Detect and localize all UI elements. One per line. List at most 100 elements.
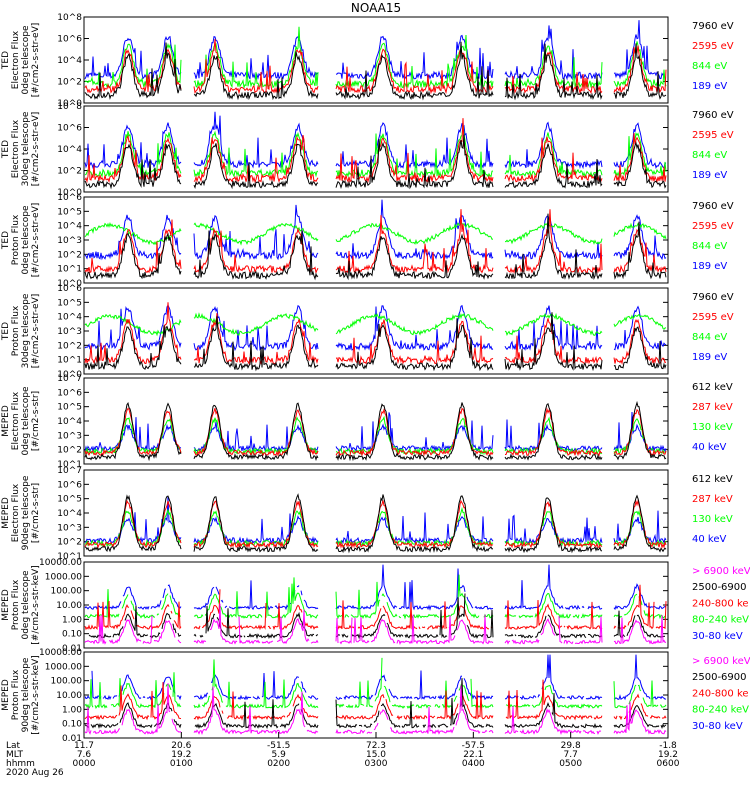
x-tick-label-hhmm: 0600 bbox=[657, 759, 680, 769]
y-tick-label: 0.10 bbox=[62, 720, 82, 730]
x-tick-label-lat: -1.8 bbox=[659, 741, 677, 751]
y-tick-label: 10^5 bbox=[57, 403, 82, 413]
y-axis-label: MEPEDProton Flux90deg telescope[#/cm2-s-… bbox=[1, 655, 41, 734]
legend-label: 80-240 keV bbox=[692, 615, 749, 626]
y-tick-label: 100.00 bbox=[51, 587, 83, 597]
y-tick-label: 10^0 bbox=[57, 279, 82, 289]
panels: 10^0 10^2 10^4 10^6 10^8 TEDElectron Flux0deg… bbox=[1, 13, 750, 744]
legend-label: 287 keV bbox=[692, 402, 733, 413]
y-tick-label: 10^2 bbox=[57, 78, 82, 88]
legend-label: 7960 eV bbox=[692, 292, 734, 303]
x-tick-label-hhmm: 0300 bbox=[365, 759, 388, 769]
legend-label: 130 keV bbox=[692, 422, 733, 433]
axis-row-label: hhmm bbox=[6, 759, 35, 769]
legend-label: 189 eV bbox=[692, 81, 727, 92]
y-tick-label: 1000.00 bbox=[45, 572, 82, 582]
x-tick-label-hhmm: 0100 bbox=[170, 759, 193, 769]
y-tick-label: 10^1 bbox=[57, 356, 82, 366]
series-line bbox=[84, 118, 667, 184]
series-line bbox=[84, 493, 667, 554]
series-line bbox=[84, 38, 667, 95]
x-tick-label-mlt: 19.2 bbox=[171, 750, 191, 760]
series-line bbox=[84, 499, 667, 550]
legend-label: 40 keV bbox=[692, 534, 726, 545]
y-tick-label: 1000.00 bbox=[45, 662, 82, 672]
legend-label: 240-800 ke bbox=[692, 689, 749, 700]
y-tick-label: 10^6 bbox=[57, 480, 82, 490]
panel-8: 0.01 0.10 1.00 10.00 100.00 1000.00 10000.00ME… bbox=[1, 648, 750, 744]
series-line bbox=[84, 20, 666, 81]
axis-row-label: MLT bbox=[6, 750, 24, 760]
y-tick-label: 10^5 bbox=[57, 298, 82, 308]
legend-label: 612 keV bbox=[692, 382, 733, 393]
x-tick-label-hhmm: 0200 bbox=[267, 759, 290, 769]
chart-title: NOAA15 bbox=[351, 1, 401, 15]
series-line bbox=[84, 411, 667, 453]
legend-label: 240-800 ke bbox=[692, 599, 749, 610]
y-tick-label: 10^6 bbox=[57, 35, 82, 45]
x-tick-label-mlt: 15.0 bbox=[366, 750, 386, 760]
legend-label: 2595 eV bbox=[692, 221, 734, 232]
y-tick-label: 10^4 bbox=[57, 145, 82, 155]
panel-4: 10^0 10^1 10^2 10^3 10^4 10^5 10^6 TEDProton Fl… bbox=[1, 284, 734, 380]
series-line bbox=[84, 134, 667, 190]
x-tick-label-mlt: 7.7 bbox=[564, 750, 578, 760]
series-line bbox=[84, 302, 667, 366]
x-tick-label-mlt: 19.2 bbox=[658, 750, 678, 760]
bottom-axis: 11.77.6000020.619.20100-51.55.9020072.31… bbox=[6, 732, 680, 778]
legend-label: 844 eV bbox=[692, 61, 727, 72]
x-tick-label-lat: -51.5 bbox=[267, 741, 290, 751]
legend-label: 7960 eV bbox=[692, 110, 734, 121]
y-tick-label: 10^4 bbox=[57, 56, 82, 66]
y-tick-label: 10^5 bbox=[57, 495, 82, 505]
y-tick-label: 10^2 bbox=[57, 446, 82, 456]
y-tick-label: 0.01 bbox=[62, 644, 82, 654]
y-tick-label: 10^1 bbox=[57, 552, 82, 562]
y-tick-label: 10^3 bbox=[57, 523, 82, 533]
legend-label: 189 eV bbox=[692, 352, 727, 363]
y-tick-label: 10.00 bbox=[56, 601, 82, 611]
series-line bbox=[84, 400, 667, 462]
legend-label: 7960 eV bbox=[692, 21, 734, 32]
y-tick-label: 1.00 bbox=[62, 705, 82, 715]
legend-label: 287 keV bbox=[692, 494, 733, 505]
series-line bbox=[84, 683, 667, 736]
series-line bbox=[84, 222, 667, 246]
panel-1: 10^0 10^2 10^4 10^6 10^8 TEDElectron Flux0deg… bbox=[1, 13, 734, 109]
y-tick-label: 10^7 bbox=[57, 466, 82, 476]
y-tick-label: 0.01 bbox=[62, 734, 82, 744]
x-tick-label-lat: 29.8 bbox=[561, 741, 581, 751]
axis-row-label: Lat bbox=[6, 741, 21, 751]
y-tick-label: 10^4 bbox=[57, 313, 82, 323]
x-tick-label-mlt: 22.1 bbox=[463, 750, 483, 760]
legend-label: 30-80 keV bbox=[692, 631, 743, 642]
x-tick-label-lat: 20.6 bbox=[171, 741, 191, 751]
y-tick-label: 10^3 bbox=[57, 236, 82, 246]
legend-label: > 6900 keV bbox=[692, 566, 750, 577]
y-tick-label: 10^2 bbox=[57, 250, 82, 260]
panel-3: 10^0 10^1 10^2 10^3 10^4 10^5 10^6 TEDProton Fl… bbox=[1, 193, 734, 289]
y-tick-label: 10^6 bbox=[57, 193, 82, 203]
y-tick-label: 10.00 bbox=[56, 691, 82, 701]
y-tick-label: 10^1 bbox=[57, 460, 82, 470]
x-tick-label-lat: 11.7 bbox=[74, 741, 94, 751]
y-tick-label: 10^6 bbox=[57, 124, 82, 134]
legend-label: 612 keV bbox=[692, 474, 733, 485]
x-tick-label-mlt: 5.9 bbox=[272, 750, 287, 760]
y-tick-label: 10^4 bbox=[57, 222, 82, 232]
y-axis-label: TEDProton Flux0deg telescope[#/cm2-s-str… bbox=[1, 203, 41, 278]
legend-label: 2595 eV bbox=[692, 130, 734, 141]
y-tick-label: 10^3 bbox=[57, 431, 82, 441]
y-tick-label: 10^2 bbox=[57, 538, 82, 548]
panel-frame bbox=[83, 651, 669, 739]
series-line bbox=[84, 657, 667, 710]
legend-label: 2500-6900 bbox=[692, 672, 747, 683]
x-tick-label-hhmm: 0400 bbox=[462, 759, 485, 769]
y-tick-label: 100.00 bbox=[51, 677, 83, 687]
y-axis-label: TEDElectron Flux30deg telescope[#/cm2-s-… bbox=[1, 111, 41, 186]
y-tick-label: 10^4 bbox=[57, 417, 82, 427]
legend-label: > 6900 keV bbox=[692, 656, 750, 667]
series-line bbox=[84, 304, 667, 352]
series-line bbox=[84, 213, 667, 281]
